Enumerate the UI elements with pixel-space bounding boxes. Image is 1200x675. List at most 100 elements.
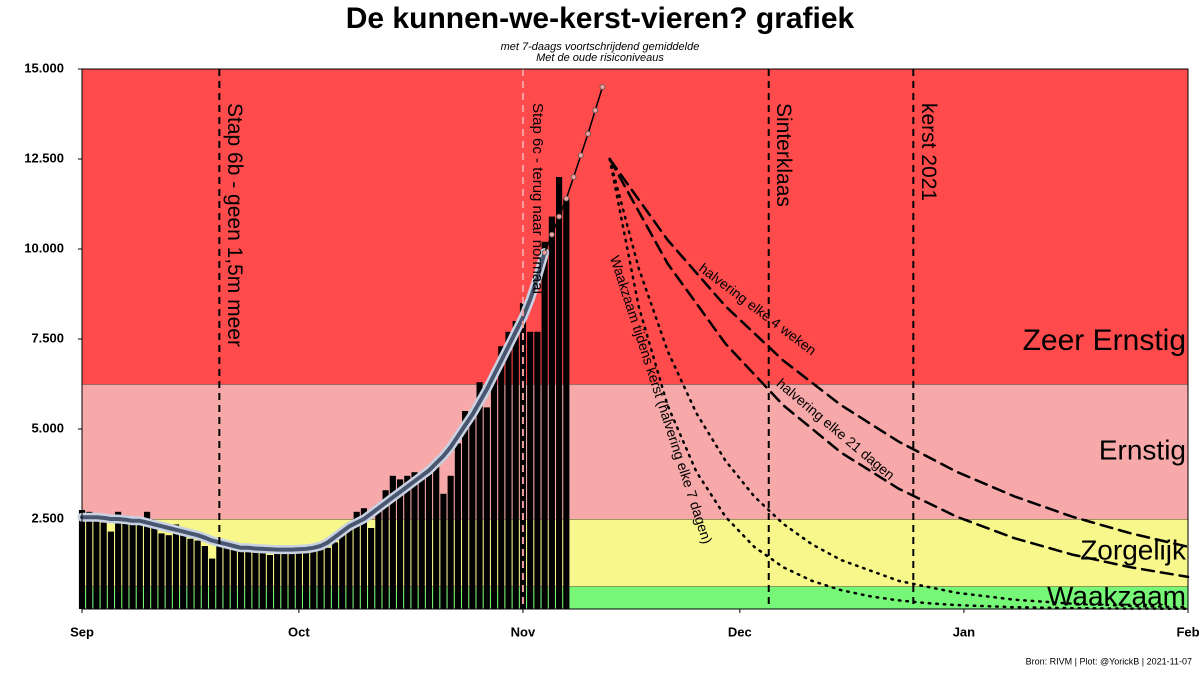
zone-label: Zeer Ernstig xyxy=(1023,324,1186,357)
bar xyxy=(368,528,375,609)
decay-line xyxy=(608,157,1190,549)
bar xyxy=(346,526,353,609)
bar xyxy=(440,493,447,609)
bar xyxy=(201,546,208,609)
bar xyxy=(122,515,129,609)
event-label: Stap 6c - terug naar normaal xyxy=(529,103,546,294)
y-tick-label: 10.000 xyxy=(24,240,64,255)
event-label: kerst 2021 xyxy=(917,103,940,201)
event-label: Sinterklaas xyxy=(772,103,795,207)
projection-point xyxy=(592,107,599,114)
bar xyxy=(194,540,201,609)
projection-point xyxy=(599,84,606,90)
bar xyxy=(107,531,114,609)
projection-point xyxy=(548,231,555,238)
bar xyxy=(223,542,230,609)
x-tick-label: Sep xyxy=(70,624,94,639)
bar xyxy=(136,519,143,609)
source-note: Bron: RIVM | Plot: @YorickB | 2021-11-07 xyxy=(1026,656,1192,666)
bar xyxy=(288,551,295,609)
x-tick-label: Feb xyxy=(1176,624,1199,639)
bar xyxy=(498,346,505,609)
risk-zone xyxy=(82,384,1188,519)
x-tick-label: Nov xyxy=(511,624,536,639)
bar xyxy=(245,551,252,609)
bar xyxy=(310,549,317,609)
bar xyxy=(541,241,548,610)
bar xyxy=(556,177,563,609)
bar xyxy=(512,321,519,609)
bar xyxy=(180,535,187,609)
projection-point xyxy=(563,195,570,202)
bar xyxy=(86,511,93,609)
bar xyxy=(230,544,237,609)
plot-border xyxy=(81,68,1189,610)
bar xyxy=(129,519,136,609)
chart-title: De kunnen-we-kerst-vieren? grafiek xyxy=(346,2,855,35)
bar xyxy=(469,414,476,609)
decay-line xyxy=(608,157,1190,611)
bar xyxy=(187,538,194,609)
chart-subtitle: Met de oude risiconiveaus xyxy=(536,52,664,64)
bar xyxy=(447,475,454,609)
bar xyxy=(172,524,180,609)
y-tick-label: 12.500 xyxy=(24,150,64,165)
bar xyxy=(563,198,570,609)
bar xyxy=(418,475,425,609)
bar xyxy=(476,382,483,609)
zone-label: Ernstig xyxy=(1099,434,1186,465)
bar xyxy=(425,468,433,609)
bar xyxy=(353,511,360,609)
bar xyxy=(411,472,418,609)
bar xyxy=(462,411,469,609)
bar xyxy=(548,216,555,609)
bar xyxy=(115,511,122,609)
bar xyxy=(360,508,367,609)
projection-point xyxy=(570,174,577,180)
x-tick-label: Oct xyxy=(288,624,310,639)
bar xyxy=(483,407,490,609)
decay-line xyxy=(608,157,1190,579)
bar xyxy=(389,475,396,609)
bar xyxy=(317,547,324,609)
x-tick-label: Jan xyxy=(953,624,975,639)
bar xyxy=(534,331,541,609)
y-tick-label: 15.000 xyxy=(24,60,64,75)
bar xyxy=(252,547,259,609)
x-tick-label: Dec xyxy=(728,624,752,639)
y-tick-label: 2.500 xyxy=(31,510,64,525)
bar xyxy=(303,549,310,609)
bar xyxy=(331,542,339,609)
bar xyxy=(237,546,245,609)
bar xyxy=(165,535,172,609)
bar xyxy=(295,551,302,609)
bar xyxy=(404,475,411,609)
bar xyxy=(375,504,382,609)
projection-point xyxy=(541,249,548,256)
bar xyxy=(143,511,151,609)
bar xyxy=(396,479,404,609)
event-label: Stap 6b - geen 1,5m meer xyxy=(223,103,246,347)
bar xyxy=(209,558,216,609)
bar xyxy=(158,533,165,609)
bar xyxy=(100,522,107,609)
bar xyxy=(527,331,534,609)
decay-line xyxy=(608,157,1190,609)
average-line xyxy=(80,250,547,552)
risk-zone xyxy=(82,69,1188,384)
bar xyxy=(274,547,281,609)
bar xyxy=(151,526,158,609)
projection-point xyxy=(577,152,584,159)
bar xyxy=(490,371,498,609)
projection-point xyxy=(585,130,591,137)
bar xyxy=(93,513,100,609)
chart-subtitle: met 7-daags voortschrijdend gemiddelde xyxy=(501,41,700,53)
bar xyxy=(454,443,461,609)
y-tick-label: 7.500 xyxy=(31,330,64,345)
bar xyxy=(324,547,331,609)
bar xyxy=(281,549,288,609)
bar xyxy=(339,533,346,609)
projection-point xyxy=(556,213,562,220)
bar xyxy=(259,547,266,609)
